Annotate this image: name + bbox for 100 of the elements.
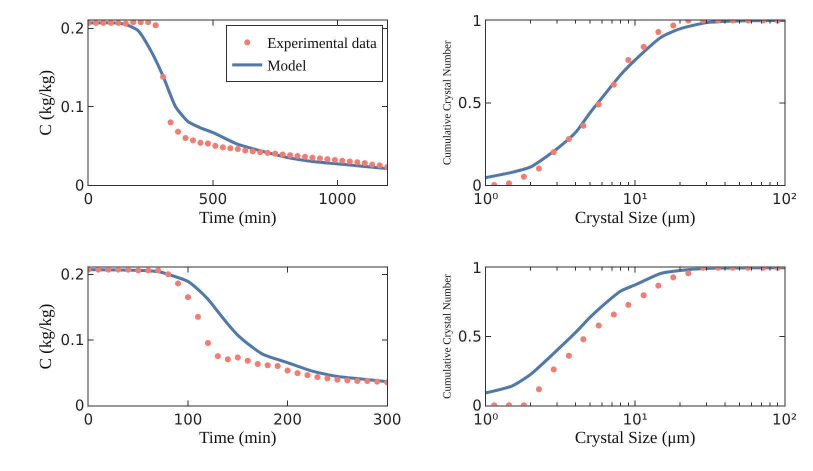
point [302,154,308,160]
y-tick-label: 0.5 [458,328,482,346]
x-tick-label: 10² [772,190,798,208]
line-series [88,21,388,170]
point [334,376,340,383]
point [130,20,136,26]
point [520,174,527,180]
y-tick-label: 0.1 [60,98,84,116]
point [640,292,647,298]
point [194,314,201,320]
point [264,150,271,156]
point [354,159,360,166]
point [175,128,182,135]
point [234,146,241,152]
point [566,352,572,359]
point [596,101,602,108]
x-axis-title: Crystal Size (μm) [574,208,696,228]
point [536,166,542,172]
point [272,150,278,157]
point [105,268,112,273]
point [184,294,191,300]
y-tick-label: 0 [74,396,84,415]
x-tick-label: 10² [772,410,798,428]
point [242,148,248,154]
point [160,74,166,80]
y-axis-title: C (kg/kg) [36,304,56,370]
point [625,302,632,308]
point [287,152,294,158]
legend-label: Model [267,58,306,75]
point [314,374,320,380]
point [332,156,338,163]
x-tick-label: 100 [174,410,202,428]
point [135,268,142,274]
y-tick-label: 0.2 [60,266,84,284]
point [254,360,261,367]
point [214,353,221,360]
point [115,268,122,273]
point [610,311,617,318]
x-axis-title: Crystal Size (μm) [574,428,696,448]
point [138,20,144,26]
point [244,358,251,364]
y-tick-label: 1 [472,12,482,30]
point [204,340,211,346]
point [324,375,330,382]
point [257,149,264,156]
point [685,270,692,276]
point [580,336,586,342]
point [374,378,380,385]
point [250,148,256,154]
x-tick-label: 1000 [318,190,356,208]
x-tick-label: 10¹ [622,190,648,208]
point [369,162,376,168]
point [316,155,323,162]
point [625,57,632,64]
point [640,44,647,50]
point [362,160,368,166]
point [364,378,370,384]
point [280,151,286,158]
point [92,20,99,26]
point [309,154,316,161]
point [655,282,662,289]
point [339,158,346,164]
y-tick-label: 0.2 [60,20,84,38]
point [324,156,330,162]
point [294,153,301,160]
point [108,20,114,26]
point [304,372,310,378]
x-axis-title: Time (min) [199,208,276,228]
point [224,356,231,362]
point [346,158,353,165]
x-axis-title: Time (min) [199,428,276,448]
x-tick-label: 200 [273,410,302,428]
point [197,140,204,146]
x-tick-label: 300 [372,410,402,428]
y-axis-title: Cumulative Crystal Number [442,40,454,166]
point [212,142,218,149]
point [550,149,557,156]
point [670,274,676,280]
point [376,162,383,168]
point [168,119,174,126]
point [506,180,512,186]
point [670,22,676,28]
point [95,268,102,273]
point [566,136,572,142]
point [227,145,234,152]
point [234,354,241,360]
legend-label: Experimental data [267,36,378,52]
point [145,268,152,274]
point [220,144,226,150]
point [274,362,281,369]
point [344,377,350,384]
y-axis-title: Cumulative Crystal Number [442,274,454,399]
point [155,268,162,274]
y-tick-label: 0.1 [60,331,84,350]
point [182,135,188,142]
point [354,378,360,384]
point [115,20,122,26]
y-tick-label: 1 [472,258,482,277]
point [190,137,196,144]
y-axis-title: C (kg/kg) [36,70,56,136]
